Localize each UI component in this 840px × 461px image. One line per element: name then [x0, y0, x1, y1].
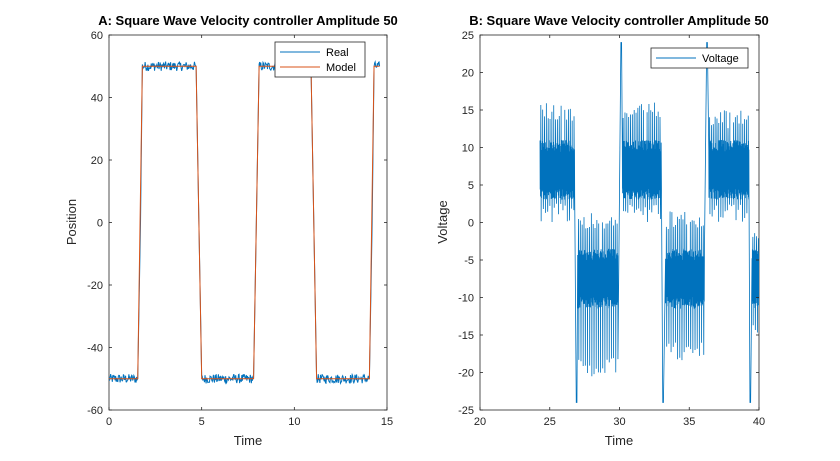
chart-a-axes-box: [108, 34, 388, 411]
chart-b-xlabel: Time: [605, 433, 633, 448]
y-tick-label: 25: [462, 30, 474, 42]
x-tick-label: 40: [753, 416, 765, 428]
x-tick-label: 35: [683, 416, 695, 428]
chart-b-legend-box: [650, 47, 749, 69]
y-tick-label: -25: [458, 405, 474, 417]
x-tick-label: 20: [474, 416, 486, 428]
legend-model-label: Model: [326, 62, 356, 74]
chart-b-title: B: Square Wave Velocity controller Ampli…: [469, 13, 769, 28]
y-tick-label: 0: [97, 218, 103, 230]
x-tick-label: 0: [106, 416, 112, 428]
series-model-line: [109, 65, 380, 380]
chart-a-ylabel: Position: [64, 199, 79, 245]
chart-a-title: A: Square Wave Velocity controller Ampli…: [98, 13, 398, 28]
chart-a-legend: Real Model: [274, 41, 366, 78]
legend-voltage-label: Voltage: [702, 53, 739, 65]
series-real-line: [109, 59, 381, 385]
chart-b-ticks: 20 25 30 35 40 -25 -20 -15 -10 -5 0 5 10 15 20 25: [458, 30, 765, 428]
series-voltage-line: [539, 42, 759, 403]
y-tick-label: -5: [464, 255, 474, 267]
y-tick-label: 40: [91, 93, 103, 105]
legend-real-label: Real: [326, 47, 349, 59]
chart-b: B: Square Wave Velocity controller Ampli…: [435, 13, 769, 448]
y-tick-label: -20: [458, 368, 474, 380]
y-tick-label: 20: [462, 68, 474, 80]
chart-a-ticks: 0 5 10 15 -60 -40 -20 0 20 40 60: [87, 30, 393, 428]
x-tick-label: 5: [199, 416, 205, 428]
y-tick-label: -40: [87, 343, 103, 355]
y-tick-label: 60: [91, 30, 103, 42]
y-tick-label: 20: [91, 155, 103, 167]
y-tick-label: 0: [468, 218, 474, 230]
chart-b-ylabel: Voltage: [435, 200, 450, 243]
y-tick-label: -10: [458, 293, 474, 305]
chart-a-legend-box: [274, 41, 366, 78]
chart-a-series-group: [109, 59, 381, 385]
y-tick-label: 10: [462, 143, 474, 155]
x-tick-label: 25: [544, 416, 556, 428]
y-tick-label: 15: [462, 105, 474, 117]
x-tick-label: 15: [381, 416, 393, 428]
y-tick-label: -20: [87, 280, 103, 292]
y-tick-label: -60: [87, 405, 103, 417]
chart-a-xlabel: Time: [234, 433, 262, 448]
chart-b-legend: Voltage: [650, 47, 749, 69]
y-tick-label: 5: [468, 180, 474, 192]
chart-b-plot-area: [479, 34, 760, 411]
x-tick-label: 30: [613, 416, 625, 428]
x-tick-label: 10: [288, 416, 300, 428]
y-tick-label: -15: [458, 330, 474, 342]
chart-b-series-group: [539, 42, 759, 403]
chart-a-plot-area: [108, 34, 388, 411]
chart-a: A: Square Wave Velocity controller Ampli…: [64, 13, 398, 448]
